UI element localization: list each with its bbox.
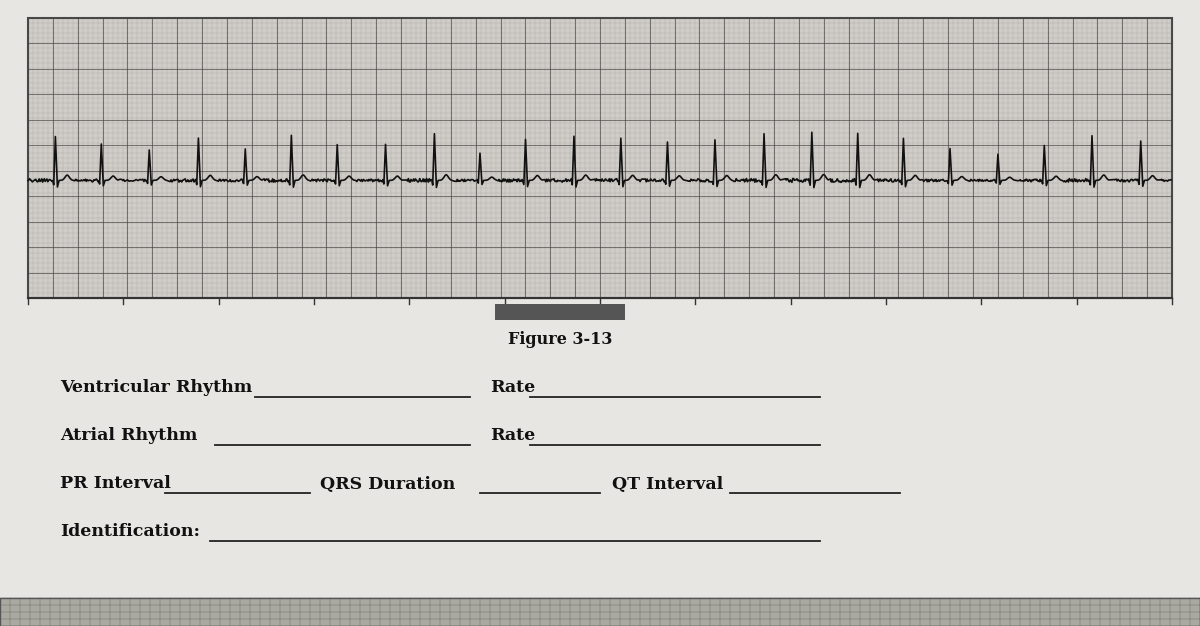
- Text: QRS Duration: QRS Duration: [320, 476, 455, 493]
- Text: PR Interval: PR Interval: [60, 476, 170, 493]
- Text: Rate: Rate: [490, 428, 535, 444]
- Bar: [0, 598, 1200, 626]
- Text: Identification:: Identification:: [60, 523, 200, 540]
- Text: QT Interval: QT Interval: [612, 476, 724, 493]
- Bar: [28, 18, 1172, 298]
- Text: Atrial Rhythm: Atrial Rhythm: [60, 428, 197, 444]
- Text: Figure 3-13: Figure 3-13: [508, 332, 612, 349]
- Bar: [496, 304, 625, 320]
- Text: Ventricular Rhythm: Ventricular Rhythm: [60, 379, 252, 396]
- Text: Rate: Rate: [490, 379, 535, 396]
